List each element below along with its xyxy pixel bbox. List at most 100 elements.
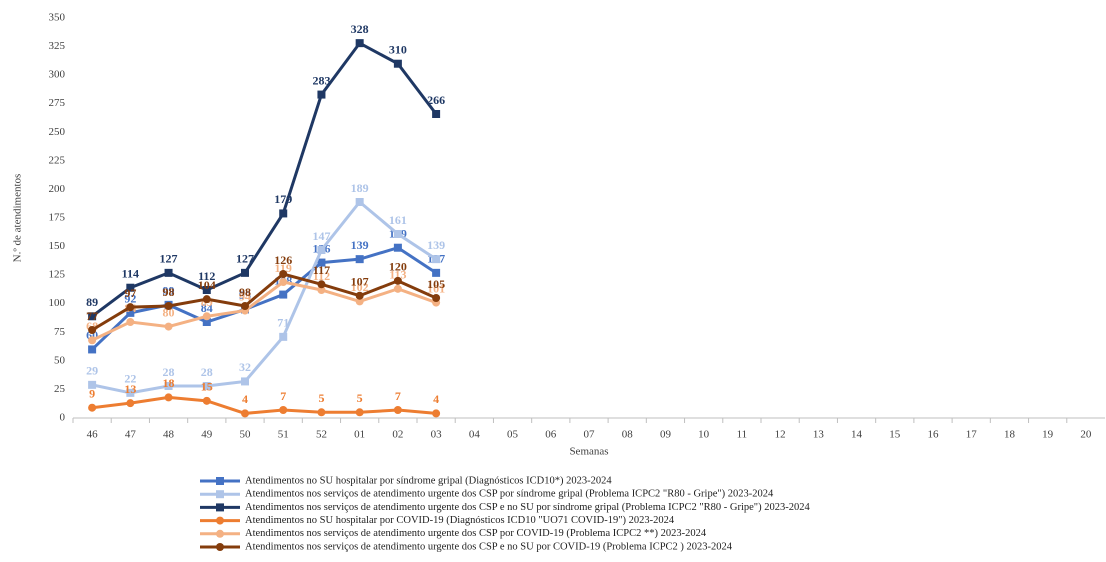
data-label: 127 xyxy=(236,252,254,266)
x-tick-label: 52 xyxy=(316,429,327,441)
data-label: 15 xyxy=(201,380,213,394)
data-label: 119 xyxy=(275,261,292,275)
data-label: 94 xyxy=(239,289,251,303)
marker xyxy=(164,268,173,277)
legend-label: Atendimentos no SU hospitalar por síndro… xyxy=(245,475,612,486)
y-tick-label: 300 xyxy=(49,69,66,81)
data-label: 105 xyxy=(427,277,445,291)
data-label: 139 xyxy=(351,238,369,252)
x-tick-label: 48 xyxy=(163,429,175,441)
data-label: 80 xyxy=(163,305,175,319)
marker xyxy=(432,409,441,418)
data-label: 28 xyxy=(201,365,213,379)
marker xyxy=(126,318,135,326)
y-tick-label: 275 xyxy=(49,97,66,109)
marker xyxy=(126,283,135,292)
marker xyxy=(432,294,441,302)
data-label: 266 xyxy=(427,93,445,107)
data-label: 71 xyxy=(277,316,289,330)
marker xyxy=(88,345,97,354)
marker xyxy=(355,39,364,48)
data-label: 32 xyxy=(239,360,251,374)
marker xyxy=(317,246,326,254)
legend-marker xyxy=(216,516,224,525)
data-label: 99 xyxy=(163,284,175,298)
x-tick-label: 16 xyxy=(928,429,940,441)
data-label: 126 xyxy=(274,253,292,267)
marker xyxy=(355,255,364,264)
marker xyxy=(317,90,326,99)
marker xyxy=(317,408,326,417)
marker xyxy=(355,198,364,206)
data-label: 29 xyxy=(86,364,98,378)
marker xyxy=(241,302,249,310)
x-tick-label: 04 xyxy=(469,429,481,441)
marker xyxy=(393,59,402,68)
y-tick-label: 250 xyxy=(49,126,66,138)
data-label: 120 xyxy=(389,260,407,274)
series-line xyxy=(91,280,437,342)
legend-label: Atendimentos nos serviços de atendimento… xyxy=(245,489,774,500)
data-label: 112 xyxy=(313,269,330,283)
marker xyxy=(393,284,402,293)
marker xyxy=(317,286,326,294)
data-label: 4 xyxy=(433,392,439,406)
marker xyxy=(393,243,402,252)
marker xyxy=(279,332,288,341)
data-label: 161 xyxy=(389,213,407,227)
marker xyxy=(241,409,249,418)
marker xyxy=(317,280,326,289)
data-label: 328 xyxy=(351,22,369,36)
marker xyxy=(393,230,402,238)
x-tick-label: 50 xyxy=(240,429,252,441)
data-label: 112 xyxy=(198,269,215,283)
marker xyxy=(126,388,135,397)
data-label: 283 xyxy=(312,73,330,87)
y-tick-label: 50 xyxy=(54,354,66,366)
marker xyxy=(355,291,364,300)
data-label: 179 xyxy=(274,192,292,206)
data-label: 97 xyxy=(124,286,136,300)
legend-marker xyxy=(216,543,224,551)
y-tick-label: 325 xyxy=(49,40,66,52)
marker xyxy=(202,286,211,294)
y-tick-label: 100 xyxy=(49,297,66,309)
x-tick-label: 19 xyxy=(1042,429,1054,441)
x-tick-label: 13 xyxy=(813,429,825,441)
data-label: 22 xyxy=(124,372,136,386)
data-label: 92 xyxy=(124,292,136,306)
marker xyxy=(279,270,288,278)
marker xyxy=(279,406,288,414)
series-line xyxy=(91,395,437,415)
x-tick-label: 46 xyxy=(87,429,99,441)
marker xyxy=(355,408,364,417)
x-tick-label: 08 xyxy=(622,429,634,441)
series-line xyxy=(91,41,438,318)
marker xyxy=(88,336,97,345)
y-tick-label: 25 xyxy=(54,383,66,395)
x-tick-label: 51 xyxy=(278,429,289,441)
legend-label: Atendimentos nos serviços de atendimento… xyxy=(245,541,733,552)
marker xyxy=(88,312,97,321)
legend-marker xyxy=(216,477,224,485)
x-tick-label: 01 xyxy=(354,429,365,441)
data-label: 117 xyxy=(313,263,330,277)
legend-label: Atendimentos nos serviços de atendimento… xyxy=(245,502,810,513)
marker xyxy=(317,258,326,267)
data-label: 114 xyxy=(122,266,139,280)
marker xyxy=(164,302,173,310)
y-tick-label: 175 xyxy=(49,212,66,224)
x-tick-label: 02 xyxy=(392,429,403,441)
data-label: 101 xyxy=(427,281,445,295)
data-label: 5 xyxy=(318,391,324,405)
y-axis-label: N.º de atendimentos xyxy=(12,174,24,263)
data-label: 4 xyxy=(242,392,248,406)
y-tick-label: 225 xyxy=(49,154,66,166)
x-tick-label: 03 xyxy=(431,429,443,441)
data-label: 7 xyxy=(280,389,286,403)
data-label: 98 xyxy=(239,285,251,299)
data-label: 127 xyxy=(160,252,178,266)
x-tick-label: 05 xyxy=(507,429,519,441)
x-tick-label: 20 xyxy=(1080,429,1092,441)
marker xyxy=(355,297,364,306)
